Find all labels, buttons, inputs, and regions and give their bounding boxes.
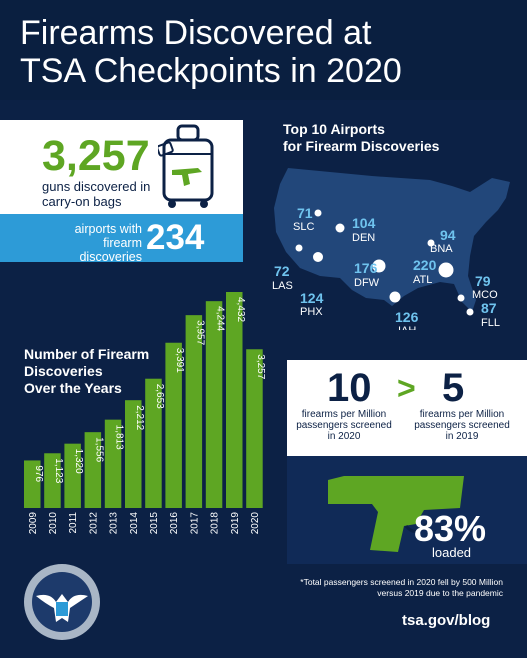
airport-dot-mco [457, 294, 465, 302]
airport-count-iah: 126 [395, 309, 419, 325]
bar-value-label: 2,212 [134, 405, 145, 430]
bar-value-label: 3,257 [255, 354, 266, 379]
airport-count-dfw: 176 [354, 260, 378, 276]
x-tick-label: 2012 [88, 512, 99, 535]
bar-2012 [84, 432, 102, 508]
airport-dot-den [335, 223, 345, 233]
rate-2020: 10 [327, 366, 372, 410]
airport-code-bna: BNA [430, 243, 453, 255]
x-tick-label: 2016 [169, 512, 180, 535]
bar-value-label: 1,123 [53, 458, 64, 483]
header-band [0, 0, 527, 100]
bar-2014 [125, 400, 142, 508]
bar-value-label: 1,320 [73, 449, 84, 474]
suitcase-gun-icon [158, 124, 214, 208]
bar-value-label: 4,432 [235, 297, 246, 322]
blog-link[interactable]: tsa.gov/blog [402, 612, 491, 629]
loaded-percent: 83% [414, 508, 487, 549]
bar-value-label: 4,244 [215, 306, 226, 331]
airport-count-phx: 124 [300, 290, 324, 306]
rate-2019: 5 [442, 366, 465, 410]
bar-2015 [145, 378, 162, 508]
x-tick-label: 2015 [149, 512, 160, 535]
airport-code-mco: MCO [472, 289, 498, 301]
bar-value-label: 3,391 [174, 348, 185, 373]
airport-code-dfw: DFW [354, 277, 380, 289]
airport-count-bna: 94 [440, 227, 456, 243]
handgun-icon [328, 476, 464, 552]
chart-title: Number of Firearm Discoveries Over the Y… [24, 346, 149, 397]
airports-caption: airports with firearm discoveries [74, 222, 142, 264]
chart-title-line2: Discoveries [24, 363, 103, 379]
caption-2019: firearms per Million passengers screened… [414, 409, 510, 442]
loaded-label: loaded [432, 545, 472, 560]
x-tick-label: 2014 [129, 512, 140, 535]
bar-2009 [24, 460, 41, 508]
page-title-line1: Firearms Discovered at [20, 14, 372, 52]
us-map-shape [274, 168, 510, 312]
page-title: Firearms Discovered at TSA Checkpoints i… [20, 14, 402, 90]
bar-2019 [226, 292, 243, 508]
airport-count-las: 72 [274, 263, 290, 279]
bar-2018 [205, 301, 223, 508]
x-tick-label: 2017 [189, 512, 200, 535]
bar-2016 [165, 342, 182, 508]
bar-2011 [64, 443, 81, 508]
airport-code-fll: FLL [481, 317, 500, 329]
airport-dot-phx [313, 252, 323, 262]
x-tick-label: 2020 [250, 512, 261, 535]
airport-code-iah: IAH [398, 325, 416, 330]
bar-2010 [44, 453, 61, 508]
bar-chart: 976 2009 1,123 2010 1,320 2011 1,556 2012 1,813 2… [24, 292, 266, 535]
x-tick-label: 2011 [68, 512, 79, 534]
bar-value-label: 2,653 [154, 384, 165, 409]
airport-count-fll: 87 [481, 300, 497, 316]
airport-dot-dfw [372, 259, 386, 273]
bar-2017 [185, 315, 203, 508]
greater-than-sign: > [397, 370, 416, 406]
airport-count-den: 104 [352, 215, 376, 231]
airport-dot-atl [438, 262, 454, 278]
x-tick-label: 2010 [48, 512, 59, 535]
bar-value-label: 1,556 [93, 437, 104, 462]
guns-count: 3,257 [42, 132, 150, 180]
x-tick-label: 2018 [210, 512, 221, 535]
airport-dot-iah [389, 291, 401, 303]
airport-dot-bna [427, 239, 435, 247]
x-tick-label: 2013 [109, 512, 120, 535]
tsa-seal-icon [24, 564, 100, 640]
chart-title-line3: Over the Years [24, 380, 122, 396]
airport-code-slc: SLC [293, 221, 314, 233]
bar-value-label: 976 [33, 465, 44, 482]
page-title-line2: TSA Checkpoints in 2020 [20, 52, 402, 90]
airport-count-mco: 79 [475, 273, 491, 289]
airports-count: 234 [146, 218, 205, 257]
bar-2020 [246, 349, 263, 508]
airport-count-atl: 220 [413, 257, 437, 273]
x-tick-label: 2009 [28, 512, 39, 535]
map-title-line1: Top 10 Airports [283, 121, 385, 137]
comparison-card [287, 360, 527, 456]
airport-dot-slc [314, 209, 322, 217]
airport-code-phx: PHX [300, 306, 323, 318]
bar-2013 [104, 419, 122, 508]
airport-count-slc: 71 [297, 205, 313, 221]
bar-value-label: 3,957 [194, 320, 205, 345]
bar-value-label: 1,813 [114, 425, 125, 450]
map-title-line2: for Firearm Discoveries [283, 138, 440, 154]
airport-dot-fll [466, 308, 474, 316]
caption-2020: firearms per Million passengers screened… [296, 409, 392, 442]
map-title: Top 10 Airports for Firearm Discoveries [283, 121, 439, 155]
x-tick-label: 2019 [230, 512, 241, 535]
guns-caption: guns discovered in carry-on bags [42, 179, 151, 209]
airports-band [0, 214, 243, 262]
airport-code-den: DEN [352, 232, 375, 244]
airport-code-atl: ATL [413, 274, 432, 286]
airport-code-las: LAS [272, 280, 293, 292]
footnote: *Total passengers screened in 2020 fell … [300, 577, 503, 598]
chart-title-line1: Number of Firearm [24, 346, 150, 362]
airport-dot-las [295, 244, 303, 252]
